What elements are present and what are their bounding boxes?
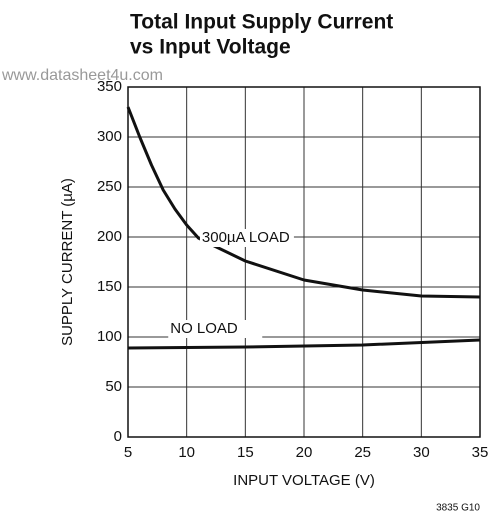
- y-tick-label: 350: [97, 78, 122, 95]
- x-tick-label: 30: [413, 444, 430, 461]
- watermark: www.datasheet4u.com: [1, 67, 163, 84]
- y-tick-label: 200: [97, 228, 122, 245]
- x-tick-label: 25: [354, 444, 371, 461]
- y-tick-label: 150: [97, 278, 122, 295]
- chart-title: vs Input Voltage: [130, 36, 291, 59]
- x-tick-label: 35: [472, 444, 489, 461]
- y-tick-label: 0: [114, 428, 122, 445]
- y-tick-label: 100: [97, 328, 122, 345]
- x-tick-label: 5: [124, 444, 132, 461]
- y-tick-label: 300: [97, 128, 122, 145]
- x-tick-label: 20: [296, 444, 313, 461]
- plot-frame: [127, 86, 481, 438]
- footnote: 3835 G10: [436, 503, 480, 514]
- line: [127, 338, 481, 350]
- annotation: NO LOAD: [170, 320, 238, 337]
- annotation-bg: [199, 229, 294, 247]
- y-axis-label: SUPPLY CURRENT (µA): [59, 178, 76, 346]
- x-tick-label: 15: [237, 444, 254, 461]
- chart-title: Total Input Supply Current: [130, 11, 393, 34]
- annotation: 300µA LOAD: [202, 229, 290, 246]
- x-axis-label: INPUT VOLTAGE (V): [233, 472, 375, 489]
- annotation-bg: [168, 320, 263, 338]
- y-tick-label: 250: [97, 178, 122, 195]
- x-tick-label: 10: [178, 444, 195, 461]
- line: [126, 106, 481, 299]
- y-tick-label: 50: [105, 378, 122, 395]
